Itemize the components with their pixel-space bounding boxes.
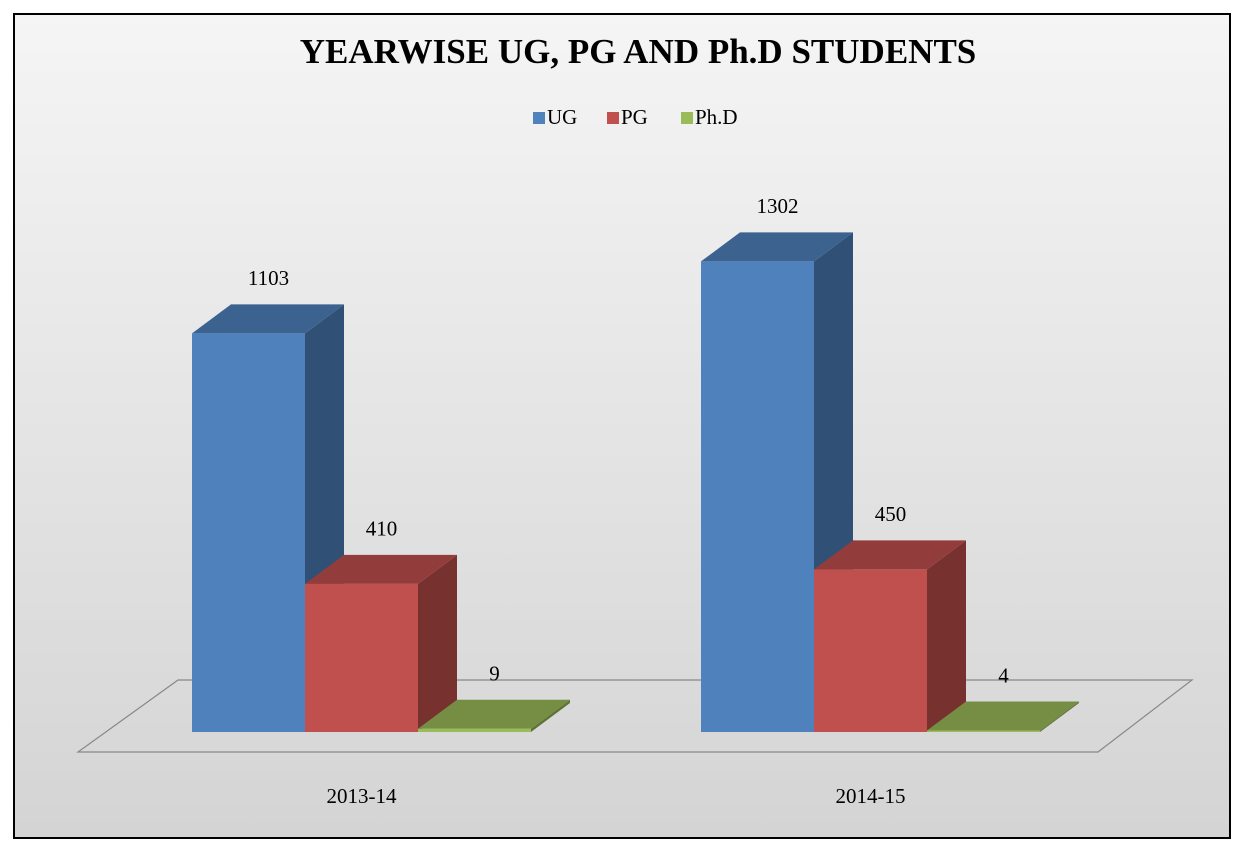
- bar-front: [418, 728, 531, 732]
- legend-label: UG: [547, 105, 577, 129]
- x-tick-label: 2013-14: [327, 784, 397, 808]
- value-label: 450: [875, 502, 907, 526]
- bar-top: [927, 701, 1079, 731]
- bar-side: [418, 554, 457, 732]
- value-label: 410: [366, 517, 398, 541]
- value-label: 9: [489, 662, 500, 686]
- bar-top: [192, 304, 344, 334]
- bar: [305, 554, 457, 732]
- bar-top: [701, 232, 853, 262]
- bar-top: [814, 540, 966, 570]
- bar-front: [814, 569, 927, 732]
- value-label: 1103: [248, 266, 289, 290]
- bar-front: [927, 730, 1040, 732]
- bar-front: [305, 583, 418, 732]
- bar: [927, 701, 1079, 732]
- bar-front: [701, 261, 814, 732]
- floor: [76, 679, 1194, 753]
- legend-swatch: [607, 112, 619, 124]
- x-tick-label: 2014-15: [836, 784, 906, 808]
- legend-swatch: [533, 112, 545, 124]
- bar-top: [418, 699, 570, 729]
- legend-swatch: [681, 112, 693, 124]
- chart-title: YEARWISE UG, PG AND Ph.D STUDENTS: [300, 32, 977, 71]
- bar: [814, 540, 966, 732]
- bar: [701, 232, 853, 733]
- value-label: 4: [998, 663, 1009, 687]
- legend-label: Ph.D: [695, 105, 738, 129]
- bar-side: [1040, 701, 1079, 732]
- bar: [418, 699, 570, 732]
- bar-front: [192, 333, 305, 732]
- legend-label: PG: [621, 105, 648, 129]
- bar-top: [305, 554, 457, 584]
- bar-side: [531, 699, 570, 732]
- bar-side: [927, 540, 966, 732]
- value-label: 1302: [757, 194, 799, 218]
